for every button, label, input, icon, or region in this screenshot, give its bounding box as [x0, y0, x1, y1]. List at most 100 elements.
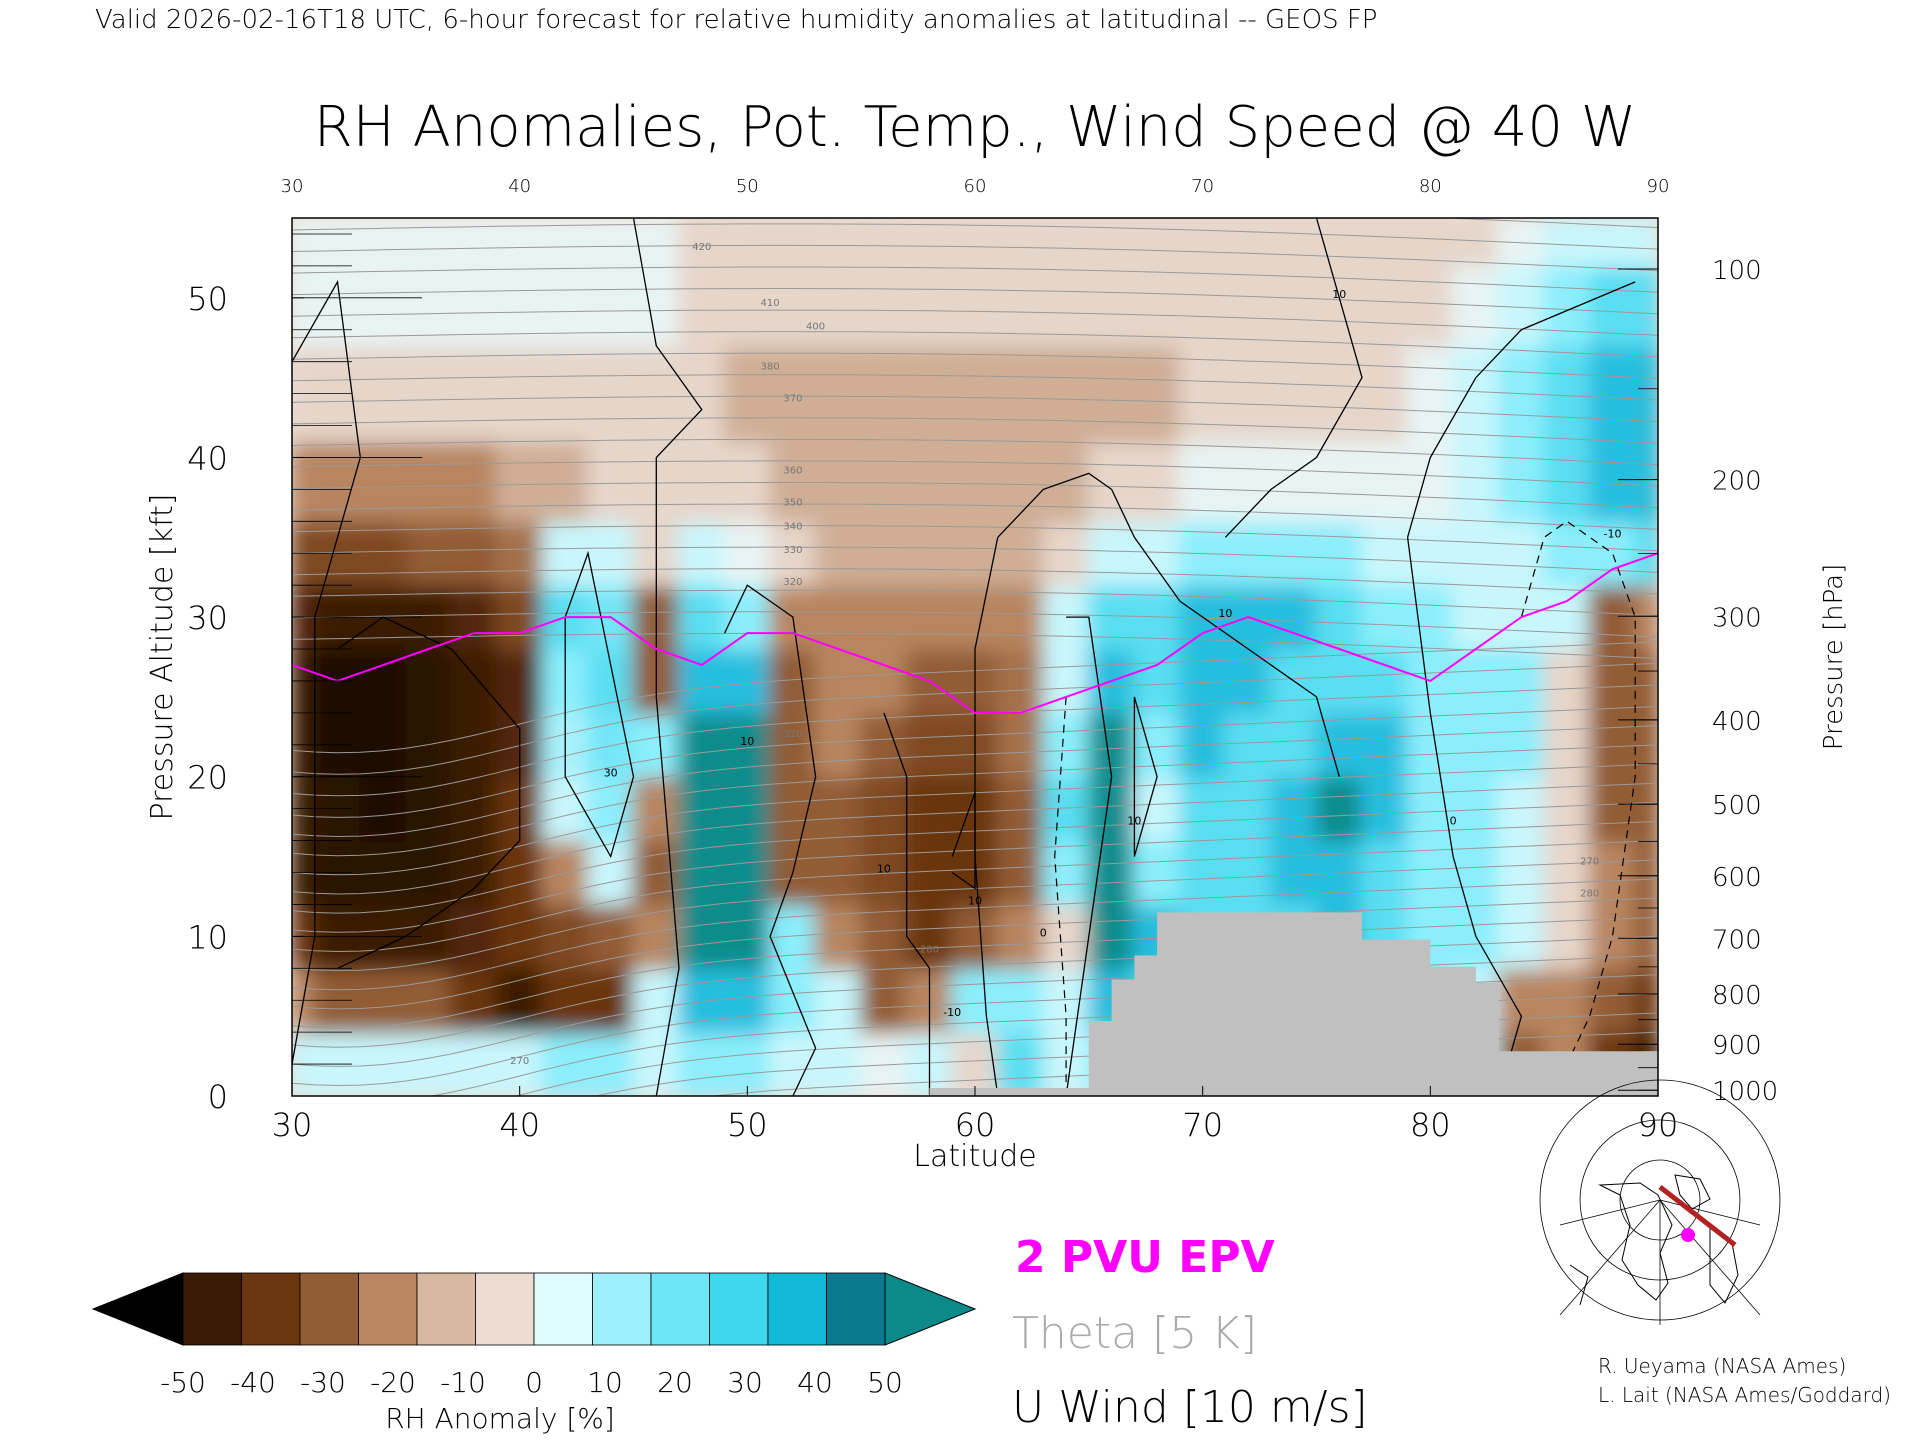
u-wind-contour	[997, 472, 1340, 777]
pressure-tick-label: 900	[1712, 1031, 1762, 1061]
credit-line-1: R. Ueyama (NASA Ames)	[1598, 1354, 1846, 1378]
rh-cell	[1406, 520, 1455, 587]
rh-cell	[1588, 711, 1637, 778]
rh-cell	[1361, 344, 1409, 443]
pressure-tick-label: 600	[1712, 863, 1762, 893]
theta-isentrope	[292, 309, 1658, 336]
theta-isentrope	[292, 266, 1658, 293]
rh-cell	[1087, 839, 1136, 906]
theta-label: 320	[783, 577, 802, 588]
u-wind-label: 10	[1332, 288, 1346, 301]
rh-cell	[723, 344, 772, 443]
rh-cell	[1406, 440, 1455, 523]
rh-cell	[951, 344, 999, 443]
terrain-fill	[929, 912, 1658, 1096]
colorbar-segment	[358, 1272, 418, 1346]
rh-cell	[1588, 775, 1637, 842]
rh-cell	[678, 1031, 726, 1096]
x-tick-label: 90	[1638, 1106, 1679, 1144]
rh-cell	[404, 967, 453, 1034]
theta-labels: 270 320 280 280 270 320 330 340 350 360 370 380 410 4…	[510, 242, 1621, 1067]
colorbar-segment	[709, 1272, 769, 1346]
rh-cell	[1361, 440, 1409, 523]
rh-cell	[541, 218, 589, 267]
rh-cell	[860, 520, 908, 587]
rh-cell	[723, 264, 772, 347]
rh-cell	[1588, 839, 1637, 906]
rh-cell	[292, 218, 316, 267]
rh-cell	[1133, 648, 1181, 714]
colorbar-tick-label: -30	[300, 1366, 346, 1399]
rh-cell	[814, 218, 863, 267]
u-wind-label: 10	[1127, 815, 1141, 828]
pressure-tick-label: 200	[1712, 467, 1762, 497]
rh-cell	[723, 520, 772, 587]
rh-cell	[359, 440, 407, 523]
rh-cell	[1634, 967, 1658, 1034]
theta-label: 280	[920, 944, 939, 955]
u-wind-contour	[883, 712, 931, 1096]
rh-cell	[495, 440, 544, 523]
rh-cell	[1087, 218, 1136, 267]
rh-cell	[495, 520, 544, 587]
rh-cell	[1361, 775, 1409, 842]
rh-cell	[541, 967, 589, 1034]
theta-label: 340	[783, 521, 802, 532]
theta-isentrope	[292, 395, 1658, 422]
rh-cell	[450, 520, 498, 587]
rh-cell	[1361, 520, 1409, 587]
rh-cell	[632, 264, 681, 347]
rh-cell	[450, 711, 498, 778]
theta-label: 360	[783, 465, 802, 476]
rh-cell	[814, 711, 863, 778]
credit-line-2: L. Lait (NASA Ames/Goddard)	[1598, 1383, 1891, 1407]
rh-cell	[1224, 344, 1272, 443]
rh-cell	[678, 648, 726, 714]
rh-cell	[1315, 648, 1364, 714]
legend-theta: Theta [5 K]	[1012, 1308, 1257, 1359]
rh-cell	[860, 775, 908, 842]
rh-cell	[769, 440, 817, 523]
rh-cell	[1361, 264, 1409, 347]
rh-cell	[359, 775, 407, 842]
x-tick-label: 80	[1410, 1106, 1451, 1144]
rh-cell	[541, 839, 589, 906]
rh-cell	[1452, 775, 1500, 842]
rh-cell	[1269, 520, 1318, 587]
rh-cell	[404, 344, 453, 443]
rh-cell	[632, 344, 681, 443]
rh-cell	[359, 967, 407, 1034]
rh-cell	[1543, 648, 1591, 714]
x-tick-label: 70	[1182, 1106, 1223, 1144]
rh-cell	[678, 903, 726, 970]
rh-cell	[292, 440, 316, 523]
rh-cell	[404, 1031, 453, 1096]
rh-cell	[860, 264, 908, 347]
rh-cell	[905, 440, 954, 523]
rh-cell	[1361, 584, 1409, 651]
rh-cell	[814, 967, 863, 1034]
rh-cell	[996, 711, 1045, 778]
u-wind-contour-negative	[1054, 696, 1067, 1096]
rh-cell	[586, 839, 635, 906]
rh-cell	[1497, 903, 1546, 970]
u-wind-contour	[974, 537, 999, 1096]
theta-isentrope	[292, 374, 1658, 401]
u-wind-label: 0	[1450, 815, 1457, 828]
rh-cell	[495, 584, 544, 651]
u-wind-label: 10	[877, 863, 891, 876]
rh-cell	[951, 440, 999, 523]
rh-cell	[996, 967, 1045, 1034]
rh-cell	[769, 520, 817, 587]
rh-cell	[1406, 218, 1455, 267]
rh-cell	[1406, 344, 1455, 443]
rh-cell	[632, 967, 681, 1034]
rh-cell	[1087, 440, 1136, 523]
rh-cell	[1224, 711, 1272, 778]
rh-cell	[292, 1031, 316, 1096]
rh-cell	[1452, 218, 1500, 267]
rh-cell	[450, 967, 498, 1034]
rh-cell	[1543, 218, 1591, 267]
colorbar-tick-label: 50	[867, 1366, 903, 1399]
